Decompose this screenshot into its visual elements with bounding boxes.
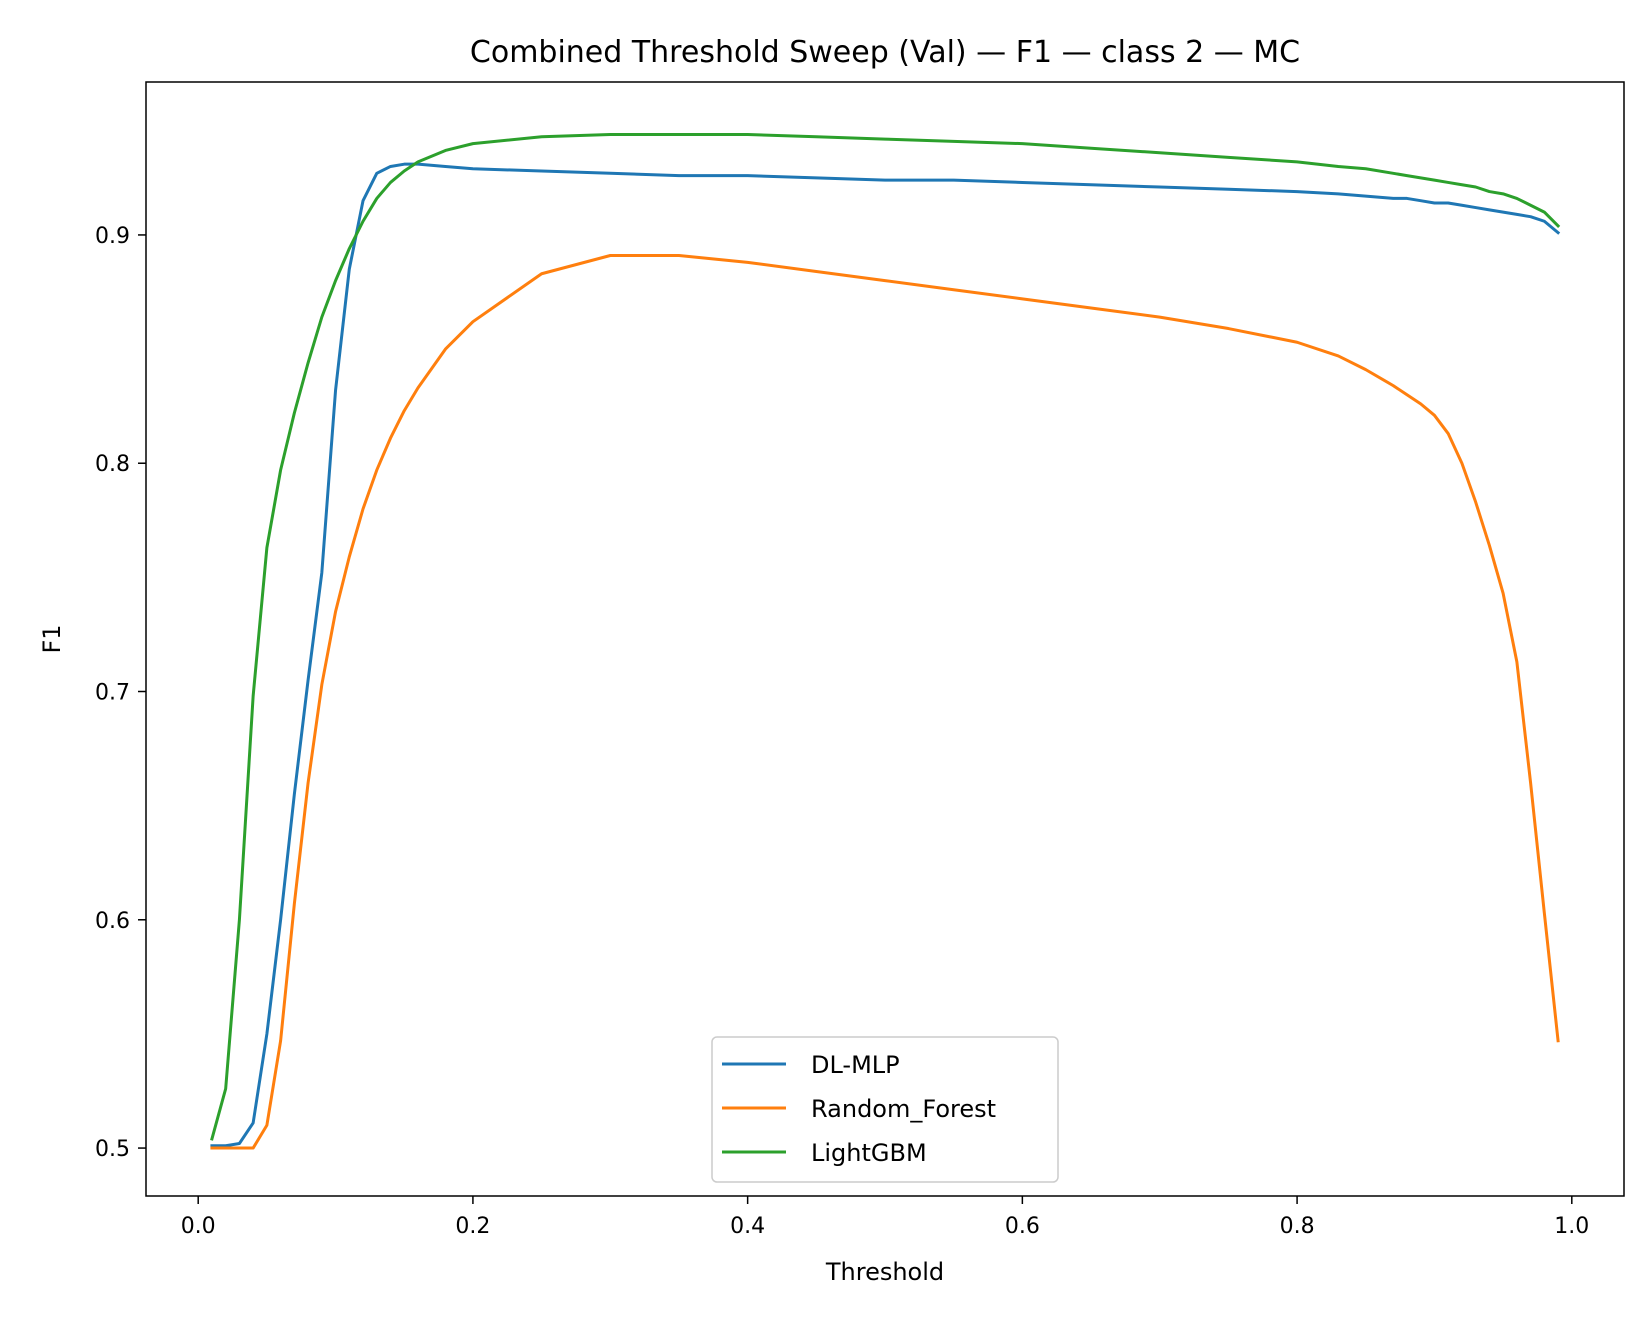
x-tick-label: 0.4 <box>730 1214 765 1239</box>
x-tick-label: 0.2 <box>455 1214 490 1239</box>
y-tick-label: 0.7 <box>95 681 130 706</box>
legend: DL-MLP Random_Forest LightGBM <box>711 1036 1059 1183</box>
x-tick-label: 0.0 <box>181 1214 216 1239</box>
x-axis-label: Threshold <box>825 1258 944 1286</box>
x-tick-label: 1.0 <box>1554 1214 1589 1239</box>
y-tick-label: 0.8 <box>95 452 130 477</box>
x-tick-label: 0.8 <box>1280 1214 1315 1239</box>
chart-title: Combined Threshold Sweep (Val) — F1 — cl… <box>470 35 1300 70</box>
y-axis-label: F1 <box>38 624 66 653</box>
series-line-random-forest <box>210 253 1560 1150</box>
series-line-dl-mlp <box>210 162 1561 1148</box>
legend-label-lightgbm: LightGBM <box>811 1139 927 1167</box>
legend-box <box>711 1036 1059 1183</box>
plot-frame <box>145 81 1625 1197</box>
series-line-lightgbm <box>210 133 1561 1141</box>
series-layer <box>210 133 1561 1150</box>
legend-label-random-forest: Random_Forest <box>811 1095 996 1123</box>
y-tick-label: 0.5 <box>95 1137 130 1162</box>
y-tick-label: 0.6 <box>95 909 130 934</box>
y-axis-ticks: 0.5 0.6 0.7 0.8 0.9 <box>95 224 146 1162</box>
legend-label-dl-mlp: DL-MLP <box>811 1051 900 1079</box>
y-tick-label: 0.9 <box>95 224 130 249</box>
x-axis-ticks: 0.0 0.2 0.4 0.6 0.8 1.0 <box>181 1196 1589 1239</box>
x-tick-label: 0.6 <box>1005 1214 1040 1239</box>
